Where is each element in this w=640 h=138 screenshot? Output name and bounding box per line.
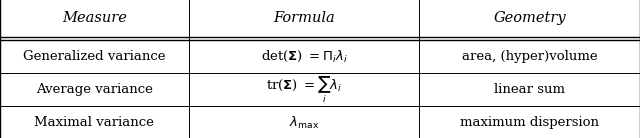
Text: Maximal variance: Maximal variance <box>35 116 154 129</box>
Text: tr($\mathbf{\Sigma}$) $= \sum_i \lambda_i$: tr($\mathbf{\Sigma}$) $= \sum_i \lambda_… <box>266 74 342 105</box>
Text: Geometry: Geometry <box>493 11 566 25</box>
Text: Measure: Measure <box>62 11 127 25</box>
Text: $\lambda_{\mathrm{max}}$: $\lambda_{\mathrm{max}}$ <box>289 115 319 131</box>
Text: area, (hyper)volume: area, (hyper)volume <box>462 50 597 63</box>
Text: linear sum: linear sum <box>494 83 565 96</box>
Text: det($\mathbf{\Sigma}$) $= \Pi_i\lambda_i$: det($\mathbf{\Sigma}$) $= \Pi_i\lambda_i… <box>260 49 348 64</box>
Text: Formula: Formula <box>273 11 335 25</box>
Text: maximum dispersion: maximum dispersion <box>460 116 599 129</box>
Text: Average variance: Average variance <box>36 83 153 96</box>
Text: Generalized variance: Generalized variance <box>23 50 166 63</box>
